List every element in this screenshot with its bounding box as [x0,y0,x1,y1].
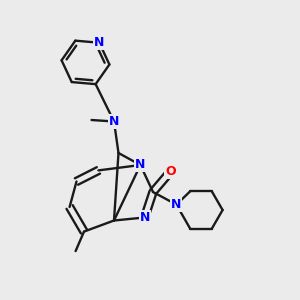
Text: N: N [140,211,150,224]
Text: N: N [135,158,146,172]
Text: O: O [165,165,176,178]
Text: N: N [109,115,119,128]
Text: N: N [171,198,182,211]
Text: N: N [94,36,104,49]
